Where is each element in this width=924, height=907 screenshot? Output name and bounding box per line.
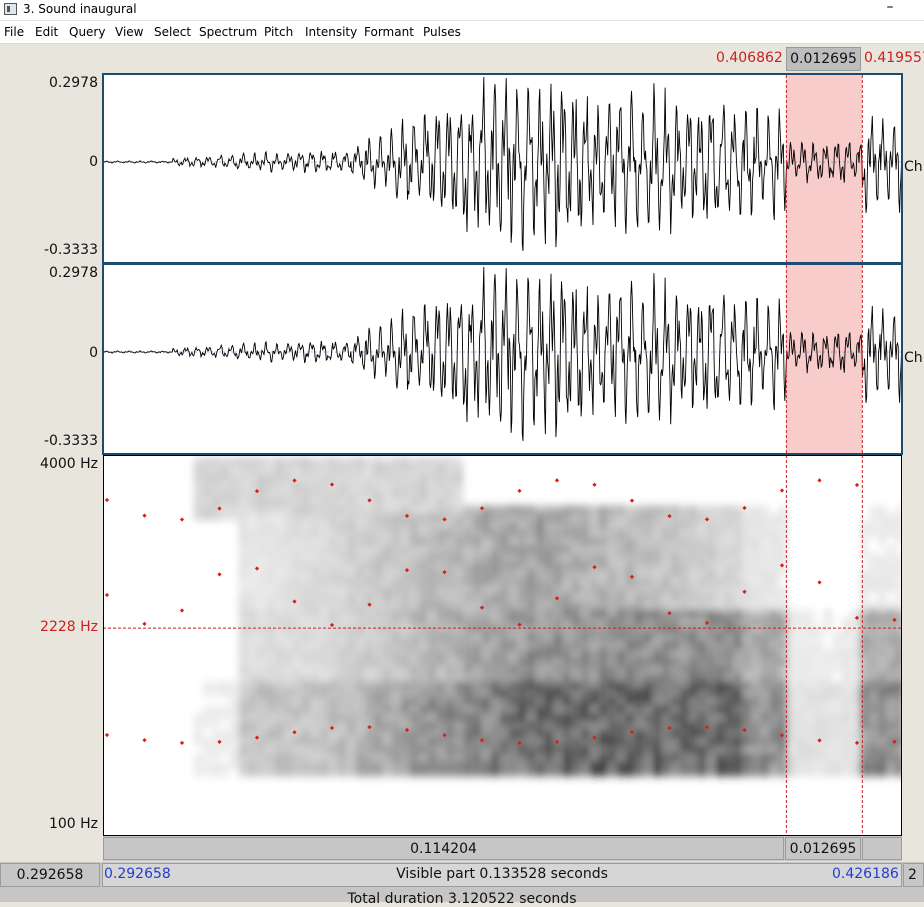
formant-dot xyxy=(629,574,635,579)
visible-part-segment[interactable] xyxy=(102,863,902,887)
formant-dot xyxy=(142,513,147,518)
menu-formant[interactable]: Formant xyxy=(364,25,414,39)
ch1-ymax-label: 0.2978 xyxy=(49,75,98,91)
menu-spectrum[interactable]: Spectrum xyxy=(199,25,258,39)
ch1-ymin-label: -0.3333 xyxy=(43,242,98,258)
visible-part-label: Visible part 0.133528 seconds xyxy=(396,866,608,882)
total-duration-label: Total duration 3.120522 seconds xyxy=(347,891,577,907)
formant-dot xyxy=(254,735,260,740)
ch2-ymin-label: -0.3333 xyxy=(43,433,98,449)
formant-dot xyxy=(592,735,597,740)
spectro-bottom-label: 100 Hz xyxy=(48,816,98,832)
segment-selection[interactable]: 0.012695 xyxy=(785,837,861,860)
minimize-button[interactable]: – xyxy=(886,0,894,15)
spectrogram-energy xyxy=(194,456,902,778)
waveform-2-border xyxy=(102,263,903,455)
spectrogram-border xyxy=(103,455,902,836)
formant-dot xyxy=(217,506,222,511)
formant-dot xyxy=(404,727,410,733)
formant-dot xyxy=(704,725,710,730)
menu-pulses[interactable]: Pulses xyxy=(423,25,461,39)
menu-view[interactable]: View xyxy=(115,25,144,39)
formant-dot xyxy=(254,566,260,571)
formant-dot xyxy=(854,740,860,746)
menu-select[interactable]: Select xyxy=(154,25,192,39)
scroll-right-segment[interactable]: 2 xyxy=(903,863,924,887)
ch2-zero-label: 0 xyxy=(89,345,98,361)
spectro-top-label: 4000 Hz xyxy=(40,456,98,472)
formant-dot xyxy=(142,621,147,627)
ch2-ymax-label: 0.2978 xyxy=(49,265,98,281)
waveform-trace xyxy=(103,266,902,441)
formant-dot xyxy=(629,729,635,735)
formant-dot xyxy=(667,725,672,731)
selection-end: 0.419557 xyxy=(864,50,924,66)
visible-start-time: 0.292658 xyxy=(104,866,171,882)
menu-intensity[interactable]: Intensity xyxy=(305,25,358,39)
ch2-label: Ch xyxy=(904,350,923,366)
formant-dot xyxy=(479,605,485,610)
app-icon xyxy=(4,3,17,15)
formant-dot xyxy=(742,727,747,733)
menu-edit[interactable]: Edit xyxy=(35,25,59,39)
formant-dot xyxy=(367,725,372,730)
formant-dot xyxy=(892,739,897,744)
waveform-channel-1[interactable] xyxy=(103,75,902,263)
selection-duration[interactable]: 0.012695 xyxy=(786,47,861,71)
ch1-zero-label: 0 xyxy=(89,154,98,170)
selection-start: 0.406862 xyxy=(716,50,783,66)
formant-dot xyxy=(179,740,185,746)
formant-dot xyxy=(517,740,522,746)
waveform-trace xyxy=(103,76,902,251)
ch1-label: Ch xyxy=(904,159,923,175)
formant-dot xyxy=(142,738,147,743)
spectro-cursor-label: 2228 Hz xyxy=(40,619,98,635)
menu-bar xyxy=(0,21,924,44)
formant-dot xyxy=(179,517,185,522)
formant-dot xyxy=(217,739,222,745)
title-bar xyxy=(0,0,924,20)
window-title: 3. Sound inaugural xyxy=(23,2,137,16)
visible-end-time: 0.426186 xyxy=(832,866,899,882)
menu-query[interactable]: Query xyxy=(69,25,106,39)
formant-dot xyxy=(442,517,447,522)
formant-dot xyxy=(554,739,560,744)
segment-before-selection[interactable]: 0.114204 xyxy=(103,837,784,860)
scroll-left-segment[interactable]: 0.292658 xyxy=(0,863,100,887)
segment-after-selection[interactable] xyxy=(862,837,902,860)
waveform-channel-2[interactable] xyxy=(103,265,902,453)
spectrogram[interactable] xyxy=(103,455,902,836)
formant-dot xyxy=(442,733,447,738)
formant-dot xyxy=(704,620,710,625)
formant-dot xyxy=(817,738,822,743)
waveform-1-border xyxy=(102,73,903,264)
formant-dot xyxy=(479,738,485,743)
formant-dot xyxy=(779,733,785,738)
total-duration-bar[interactable] xyxy=(0,888,924,902)
formant-dot xyxy=(779,488,785,493)
menu-file[interactable]: File xyxy=(4,25,25,39)
menu-pitch[interactable]: Pitch xyxy=(264,25,294,39)
